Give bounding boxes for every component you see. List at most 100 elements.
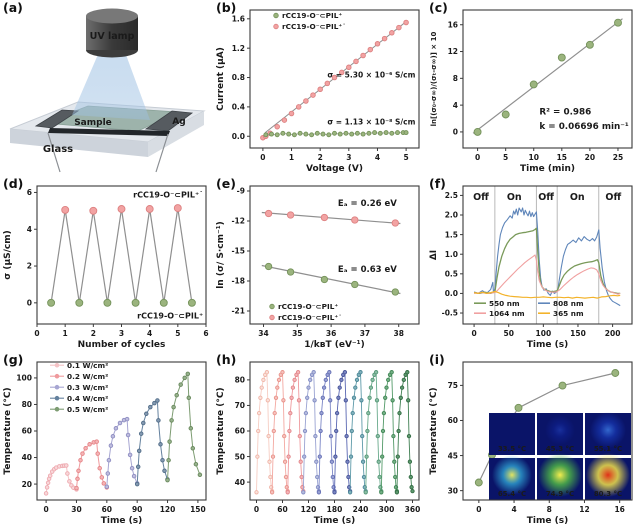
- svg-text:60: 60: [448, 416, 458, 425]
- svg-text:45: 45: [448, 451, 458, 460]
- panel-h-letter: (h): [216, 352, 237, 367]
- svg-text:0.0: 0.0: [445, 289, 458, 298]
- svg-text:300: 300: [379, 505, 395, 514]
- svg-text:365 nm: 365 nm: [553, 309, 584, 318]
- svg-text:0: 0: [34, 329, 39, 338]
- svg-text:rCC19-O⁻⊂PIL⁺˙: rCC19-O⁻⊂PIL⁺˙: [282, 22, 346, 31]
- svg-text:33.5 °C: 33.5 °C: [498, 445, 526, 453]
- svg-text:50: 50: [503, 329, 513, 338]
- svg-text:rCC19-O⁻⊂PIL⁺: rCC19-O⁻⊂PIL⁺: [282, 11, 342, 20]
- svg-text:120: 120: [301, 505, 317, 514]
- svg-text:1.2: 1.2: [232, 44, 245, 53]
- svg-text:55.1 °C: 55.1 °C: [594, 445, 622, 453]
- svg-text:50: 50: [235, 452, 245, 461]
- svg-text:808 nm: 808 nm: [553, 299, 584, 308]
- panel-a-letter: (a): [3, 0, 23, 15]
- svg-text:Time (min): Time (min): [520, 164, 575, 174]
- svg-text:σ = 5.30 × 10⁻⁶ S/cm: σ = 5.30 × 10⁻⁶ S/cm: [327, 71, 415, 80]
- svg-text:-21: -21: [231, 307, 245, 316]
- svg-text:4: 4: [511, 505, 516, 514]
- svg-text:100: 100: [16, 374, 32, 383]
- svg-text:ΔI: ΔI: [429, 250, 439, 260]
- electrode-strip: [48, 128, 170, 136]
- svg-text:0: 0: [254, 505, 259, 514]
- svg-text:Temperature (°C): Temperature (°C): [3, 387, 13, 474]
- panel-e-letter: (e): [216, 176, 236, 191]
- svg-text:0: 0: [260, 153, 265, 162]
- svg-text:60: 60: [235, 427, 245, 436]
- arrhenius-chart: 34 35 36 37 38 -21 -18 -15 -12 -9 1/kʙT (eV⁻¹) ln (…: [216, 185, 420, 350]
- svg-text:2.0: 2.0: [445, 211, 458, 220]
- svg-text:16: 16: [614, 505, 624, 514]
- svg-text:12: 12: [448, 47, 458, 56]
- svg-text:1.6: 1.6: [232, 15, 245, 24]
- svg-text:20: 20: [585, 153, 595, 162]
- svg-text:3: 3: [346, 153, 351, 162]
- uv-setup-illustration: UV lamp Sample Ag Glass: [9, 8, 206, 173]
- panel-g-letter: (g): [3, 352, 24, 367]
- svg-text:150: 150: [190, 505, 206, 514]
- svg-text:0.3 W/cm²: 0.3 W/cm²: [67, 383, 108, 392]
- svg-text:60: 60: [22, 427, 32, 436]
- svg-text:0: 0: [43, 505, 48, 514]
- svg-text:Eₐ = 0.63 eV: Eₐ = 0.63 eV: [338, 265, 397, 275]
- svg-text:0.4: 0.4: [232, 103, 245, 112]
- svg-text:k = 0.06696 min⁻¹: k = 0.06696 min⁻¹: [539, 122, 629, 132]
- svg-text:0: 0: [471, 329, 476, 338]
- svg-text:34: 34: [258, 329, 268, 338]
- svg-text:30: 30: [71, 505, 81, 514]
- panel-d: (d) 0 1 2 3 4 5 6 0 2 4 6 Number of cycles σ (µS/cm)…: [0, 176, 213, 352]
- svg-text:2: 2: [91, 329, 96, 338]
- svg-text:38: 38: [394, 329, 404, 338]
- svg-text:45.3 °C: 45.3 °C: [546, 445, 574, 453]
- sample-label: Sample: [74, 118, 112, 128]
- photoresponse-chart: 0 50 100 150 200 -0.5 0.0 0.5 1.0 1.5 2.0 2.5 Time (…: [429, 185, 633, 350]
- svg-text:Number of cycles: Number of cycles: [78, 340, 166, 350]
- svg-text:550 nm: 550 nm: [489, 299, 520, 308]
- svg-text:0.1 W/cm²: 0.1 W/cm²: [67, 361, 108, 370]
- svg-text:1064 nm: 1064 nm: [489, 309, 525, 318]
- uv-lamp-label: UV lamp: [90, 31, 135, 42]
- svg-text:150: 150: [570, 329, 586, 338]
- svg-text:-0.5: -0.5: [442, 309, 458, 318]
- svg-text:σ = 1.13 × 10⁻⁸ S/cm: σ = 1.13 × 10⁻⁸ S/cm: [327, 118, 415, 127]
- svg-text:40: 40: [22, 453, 32, 462]
- svg-text:100: 100: [536, 329, 552, 338]
- svg-text:80: 80: [22, 400, 32, 409]
- panel-d-letter: (d): [3, 176, 24, 191]
- svg-text:-15: -15: [231, 247, 245, 256]
- svg-text:74.9 °C: 74.9 °C: [546, 490, 574, 498]
- panel-i: (i) 33.5 °C 45.3 °C 55.1 °C 65.4 °C 74.9 °C 8…: [426, 352, 639, 528]
- glass-label: Glass: [43, 144, 73, 155]
- svg-text:rCC19-O⁻⊂PIL⁺˙: rCC19-O⁻⊂PIL⁺˙: [278, 313, 342, 322]
- svg-text:6: 6: [203, 329, 208, 338]
- svg-text:1: 1: [289, 153, 294, 162]
- panel-i-letter: (i): [429, 352, 445, 367]
- svg-text:75: 75: [448, 381, 458, 390]
- svg-text:2.5: 2.5: [445, 191, 458, 200]
- svg-text:2: 2: [27, 262, 32, 271]
- svg-text:60: 60: [102, 505, 112, 514]
- glass-right-face: [148, 111, 204, 157]
- svg-text:0.8: 0.8: [232, 73, 245, 82]
- svg-text:0: 0: [475, 153, 480, 162]
- svg-text:80.3 °C: 80.3 °C: [594, 490, 622, 498]
- cycle-chart: 0 1 2 3 4 5 6 0 2 4 6 Number of cycles σ (µS/cm) rCC1…: [3, 185, 209, 350]
- panel-c-letter: (c): [429, 0, 448, 15]
- svg-text:65.4 °C: 65.4 °C: [498, 490, 526, 498]
- heating-curve-chart: 33.5 °C 45.3 °C 55.1 °C 65.4 °C 74.9 °C 80.3 …: [429, 361, 633, 526]
- lamp-top: [86, 8, 138, 24]
- svg-text:ln (σ/ S·cm⁻¹): ln (σ/ S·cm⁻¹): [216, 221, 226, 289]
- svg-text:4: 4: [147, 329, 152, 338]
- svg-text:1/kʙT (eV⁻¹): 1/kʙT (eV⁻¹): [304, 340, 365, 350]
- svg-text:ln[(σ₀-σ∞)/(σₜ-σ∞)] × 10: ln[(σ₀-σ∞)/(σₜ-σ∞)] × 10: [430, 32, 438, 127]
- glass-front-face: [10, 129, 148, 157]
- panel-f: (f) 0 50 100 150 200 -0.5 0.0 0.5 1.0 1.5 2.0 2.5 Ti…: [426, 176, 639, 352]
- panel-b-letter: (b): [216, 0, 237, 15]
- power-density-chart: 0 30 60 90 120 150 20 40 60 80 100 Time (s) Temperat…: [3, 361, 207, 526]
- svg-text:10: 10: [529, 153, 539, 162]
- svg-text:40: 40: [235, 478, 245, 487]
- svg-text:15: 15: [557, 153, 567, 162]
- svg-text:4: 4: [453, 101, 458, 110]
